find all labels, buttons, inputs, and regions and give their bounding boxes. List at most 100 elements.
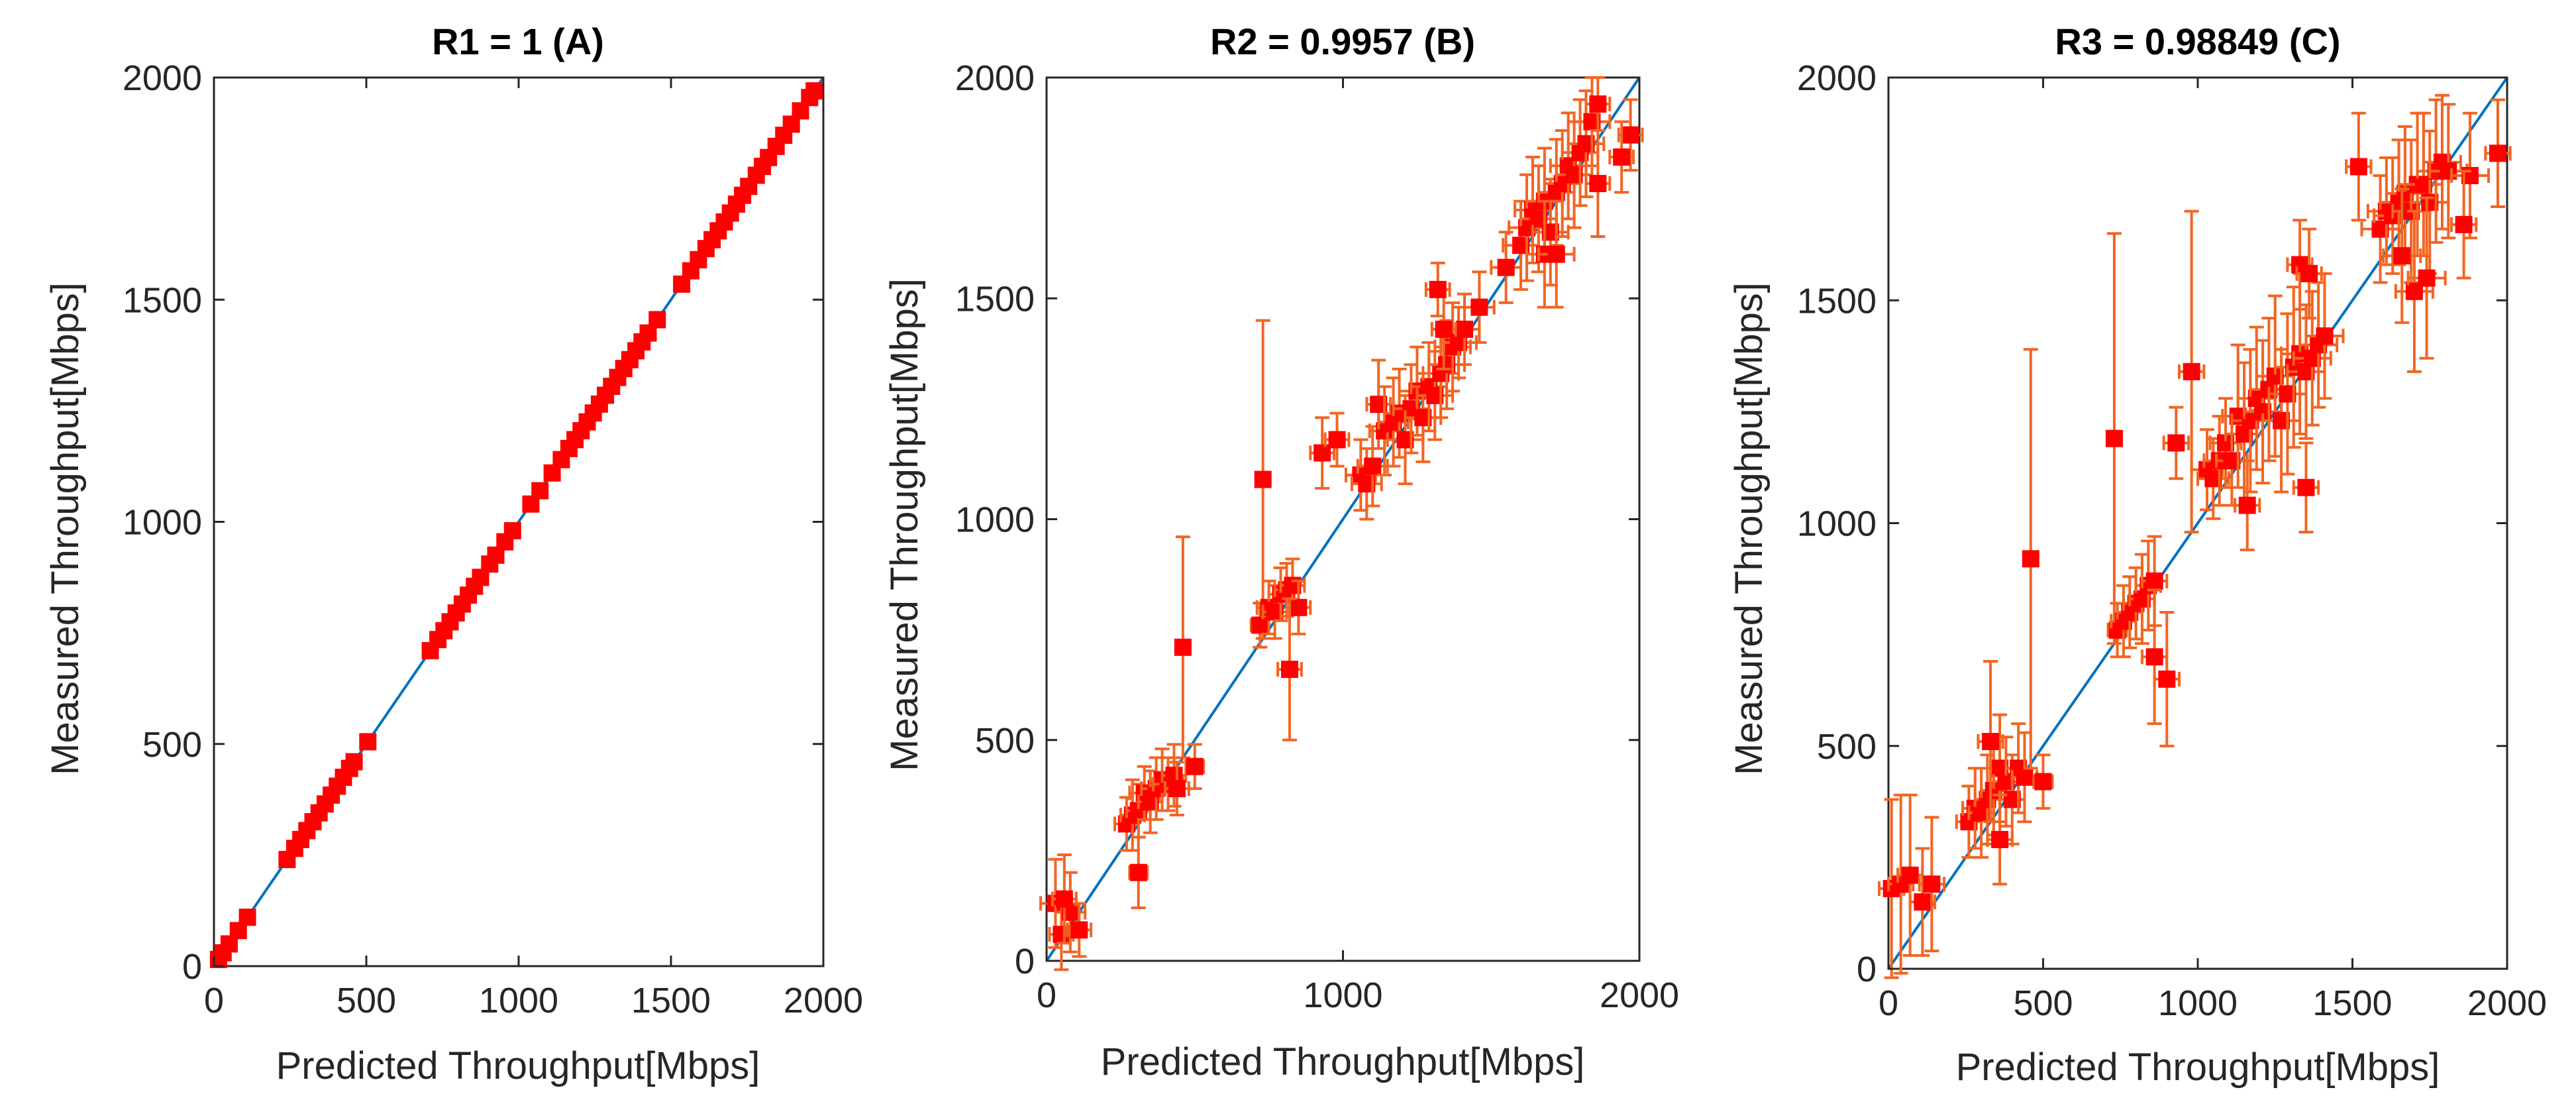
chart-a-point bbox=[590, 395, 608, 413]
chart-b-x-tick-label: 1000 bbox=[1303, 975, 1382, 1015]
chart-a-marker bbox=[345, 753, 363, 771]
chart-b-point bbox=[1164, 761, 1190, 817]
chart-a-marker bbox=[503, 522, 521, 539]
chart-b-marker bbox=[1254, 470, 1272, 488]
chart-a-point bbox=[238, 908, 256, 926]
chart-a-marker bbox=[359, 733, 377, 751]
chart-c-marker bbox=[2238, 496, 2256, 514]
chart-b-point bbox=[1584, 76, 1612, 132]
chart-b-point bbox=[1608, 120, 1635, 194]
chart-b-marker bbox=[1251, 616, 1269, 634]
chart-b-marker bbox=[1435, 320, 1453, 338]
chart-b-point bbox=[1537, 199, 1576, 309]
chart-c-marker bbox=[2034, 773, 2052, 791]
chart-b-marker bbox=[1455, 320, 1473, 338]
chart-a-marker bbox=[805, 82, 823, 100]
chart-c-point bbox=[1908, 847, 1937, 957]
chart-b-marker bbox=[1055, 890, 1073, 908]
chart-a-point bbox=[639, 324, 657, 342]
chart-b-y-tick-label: 1500 bbox=[955, 279, 1035, 319]
chart-b-x-axis-label: Predicted Throughput[Mbps] bbox=[1101, 1040, 1585, 1083]
chart-c-marker bbox=[1914, 893, 1932, 911]
chart-a-marker bbox=[531, 482, 549, 500]
chart-b-point bbox=[1323, 412, 1351, 468]
chart-b-x-tick-label: 2000 bbox=[1600, 975, 1679, 1015]
chart-c-point bbox=[2162, 406, 2190, 480]
chart-c-x-tick-label: 500 bbox=[2013, 983, 2073, 1023]
chart-a-point bbox=[531, 482, 549, 500]
chart-c-point bbox=[1977, 659, 2004, 824]
chart-a-marker bbox=[648, 311, 666, 329]
chart-b-marker bbox=[1168, 780, 1186, 798]
chart-c-x-tick-label: 1000 bbox=[2158, 983, 2238, 1023]
chart-c-point bbox=[2177, 209, 2206, 533]
chart-b-point bbox=[1128, 836, 1149, 910]
chart-c-y-axis-label: Measured Throughput[Mbps] bbox=[1727, 282, 1771, 775]
chart-c-marker bbox=[2105, 429, 2123, 447]
chart-c-x-tick-label: 0 bbox=[1879, 983, 1898, 1023]
chart-b-marker bbox=[1589, 174, 1607, 192]
chart-a-x-axis-label: Predicted Throughput[Mbps] bbox=[276, 1044, 760, 1087]
chart-b-y-tick-label: 0 bbox=[1015, 942, 1035, 981]
chart-c-y-tick-label: 1500 bbox=[1797, 281, 1877, 321]
chart-c-marker bbox=[2183, 362, 2200, 380]
chart-c-marker bbox=[2418, 269, 2436, 287]
chart-c-y-tick-label: 1000 bbox=[1797, 504, 1877, 544]
chart-c-point bbox=[1896, 793, 1924, 957]
chart-c-marker bbox=[2145, 648, 2163, 666]
chart-a-point bbox=[648, 311, 666, 329]
chart-a-x-tick-label: 1500 bbox=[631, 981, 711, 1020]
chart-c-marker bbox=[1982, 733, 2000, 751]
chart-b-marker bbox=[1470, 298, 1488, 316]
chart-c-marker bbox=[2167, 434, 2185, 452]
chart-a-marker bbox=[238, 908, 256, 926]
chart-c-marker bbox=[2489, 144, 2506, 162]
chart-a-x-tick-label: 0 bbox=[204, 981, 224, 1020]
chart-c-y-tick-label: 2000 bbox=[1797, 58, 1877, 98]
chart-b-point bbox=[1051, 853, 1078, 945]
chart-c-point bbox=[2105, 232, 2123, 645]
chart-panel-b: R2 = 0.9957 (B) Predicted Throughput[Mbp… bbox=[883, 21, 1679, 1083]
chart-c-marker bbox=[2158, 670, 2176, 688]
chart-b-marker bbox=[1497, 258, 1515, 276]
chart-a-point bbox=[359, 733, 377, 751]
chart-a-point bbox=[345, 753, 363, 771]
chart-c-x-tick-label: 2000 bbox=[2467, 983, 2547, 1023]
chart-c-point bbox=[2292, 441, 2320, 533]
chart-c-x-axis-label: Predicted Throughput[Mbps] bbox=[1956, 1046, 2440, 1089]
chart-b-marker bbox=[1174, 638, 1192, 656]
chart-b-marker bbox=[1547, 245, 1565, 263]
chart-c-marker bbox=[2455, 215, 2473, 233]
chart-c-marker bbox=[1991, 830, 2009, 848]
chart-b-point bbox=[1184, 743, 1206, 791]
chart-panel-a: R1 = 1 (A) Predicted Throughput[Mbps] Me… bbox=[44, 21, 863, 1087]
chart-c-marker bbox=[1901, 866, 1919, 884]
chart-b-point bbox=[1424, 261, 1451, 317]
chart-b-point bbox=[1430, 288, 1457, 370]
chart-b-marker bbox=[1364, 457, 1382, 475]
chart-b-marker bbox=[1622, 126, 1639, 144]
chart-b-point bbox=[1174, 535, 1192, 759]
chart-c-point bbox=[2449, 170, 2478, 280]
chart-b-point bbox=[1463, 270, 1496, 344]
chart-c-point bbox=[1918, 816, 1946, 953]
chart-c-marker bbox=[2440, 162, 2457, 180]
chart-c-point bbox=[2234, 459, 2261, 551]
chart-b-plot-area: 0 1000 2000 0 500 1000 1500 2000 bbox=[955, 58, 1679, 1015]
chart-a-x-tick-label: 2000 bbox=[784, 981, 863, 1020]
chart-c-point bbox=[2022, 348, 2039, 770]
chart-c-marker bbox=[2016, 768, 2034, 786]
chart-b-x-tick-label: 0 bbox=[1037, 975, 1056, 1015]
chart-b-marker bbox=[1186, 757, 1204, 775]
chart-c-marker bbox=[2300, 264, 2318, 282]
chart-b-marker bbox=[1314, 444, 1331, 462]
chart-b-marker bbox=[1589, 95, 1607, 113]
chart-b-y-tick-label: 2000 bbox=[955, 58, 1035, 98]
chart-a-y-tick-label: 1500 bbox=[123, 280, 202, 320]
chart-c-marker bbox=[2145, 572, 2163, 590]
chart-b-y-tick-label: 500 bbox=[975, 721, 1035, 761]
chart-a-y-tick-label: 1000 bbox=[123, 503, 202, 543]
chart-b-marker bbox=[1070, 921, 1088, 939]
chart-c-y-tick-label: 500 bbox=[1817, 727, 1877, 767]
chart-c-point bbox=[2406, 196, 2447, 360]
